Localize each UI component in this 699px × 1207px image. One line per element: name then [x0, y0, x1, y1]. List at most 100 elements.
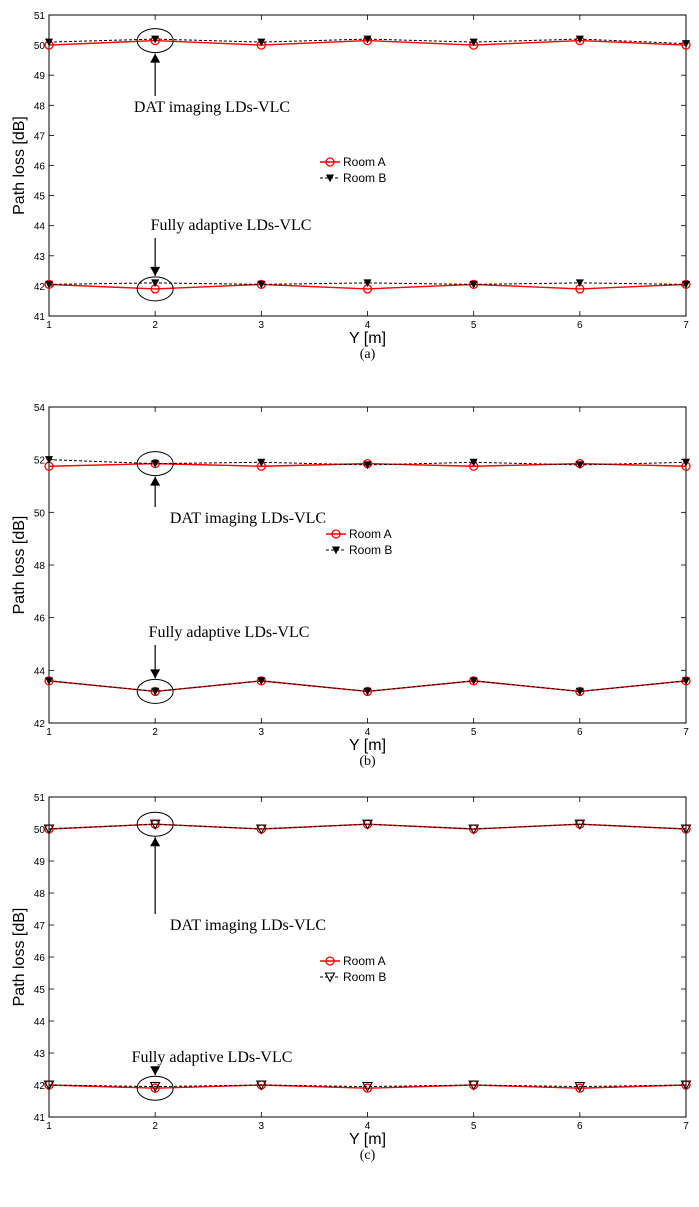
x-tick-label: 6	[577, 320, 583, 331]
data-point	[44, 38, 54, 47]
y-tick-label: 54	[34, 403, 46, 414]
x-tick-label: 1	[46, 320, 52, 331]
data-point	[151, 279, 160, 288]
data-point	[44, 280, 54, 289]
arrow-head	[150, 476, 161, 486]
x-tick-label: 3	[259, 1121, 265, 1132]
data-point	[469, 280, 478, 289]
annotation-label: DAT imaging LDs-VLC	[170, 917, 326, 934]
x-tick-label: 3	[259, 320, 265, 331]
data-point	[151, 687, 160, 696]
data-point	[363, 461, 372, 470]
highlight-ellipse	[136, 28, 174, 54]
x-tick-label: 1	[46, 1121, 52, 1132]
legend-marker	[324, 972, 336, 983]
x-tick-label: 6	[577, 1121, 583, 1132]
data-point	[362, 1082, 373, 1093]
x-tick-label: 6	[577, 727, 583, 738]
data-point	[681, 677, 691, 686]
y-tick-label: 49	[34, 857, 46, 868]
y-tick-label: 44	[34, 222, 46, 233]
data-point	[362, 819, 373, 830]
arrow-head	[150, 837, 161, 847]
highlight-ellipse	[136, 451, 174, 477]
x-tick-label: 4	[365, 1121, 371, 1132]
y-axis-label: Path loss [dB]	[11, 116, 28, 215]
legend-marker	[325, 956, 335, 966]
data-point	[44, 677, 54, 686]
data-point	[681, 280, 691, 289]
x-tick-label: 1	[46, 727, 52, 738]
y-tick-label: 50	[34, 41, 46, 52]
data-point	[257, 677, 266, 686]
data-point	[468, 824, 480, 835]
legend-box	[321, 522, 407, 562]
y-tick-label: 45	[34, 985, 46, 996]
y-axis-label: Path loss [dB]	[11, 908, 28, 1007]
highlight-ellipse	[136, 678, 174, 704]
series-line-2	[48, 283, 687, 290]
y-tick-label: 42	[34, 1081, 46, 1092]
data-point	[680, 824, 692, 835]
data-point	[575, 461, 584, 470]
y-tick-label: 46	[34, 614, 46, 625]
x-axis-label: Y [m]	[349, 1131, 386, 1148]
data-point	[680, 1080, 692, 1091]
y-tick-label: 42	[34, 282, 46, 293]
data-point	[255, 824, 267, 835]
data-point	[149, 819, 161, 830]
highlight-ellipse	[136, 276, 174, 302]
data-point	[575, 279, 584, 288]
data-point	[681, 458, 691, 467]
data-point	[44, 456, 54, 464]
x-axis-label: Y [m]	[349, 330, 386, 347]
annotation-label: Fully adaptive LDs-VLC	[151, 217, 312, 234]
x-tick-label: 5	[471, 727, 477, 738]
legend-marker	[325, 157, 335, 167]
data-point	[363, 279, 372, 288]
data-point	[151, 35, 160, 44]
data-point	[469, 677, 478, 686]
x-tick-label: 5	[471, 320, 477, 331]
legend-marker	[331, 546, 341, 555]
x-tick-label: 2	[152, 1121, 158, 1132]
x-tick-label: 4	[365, 727, 371, 738]
y-tick-label: 49	[34, 71, 46, 82]
data-point	[255, 1080, 267, 1091]
y-tick-label: 50	[34, 825, 46, 836]
y-tick-label: 44	[34, 1017, 46, 1028]
highlight-ellipse	[136, 811, 174, 837]
legend: Room A Room B	[321, 522, 407, 562]
y-tick-label: 51	[34, 793, 46, 804]
y-tick-label: 52	[34, 456, 46, 467]
data-point	[574, 1082, 586, 1093]
series-line-1	[48, 823, 687, 830]
x-tick-label: 7	[683, 1121, 689, 1132]
legend: Room A Room B	[315, 949, 401, 989]
figure-caption: (a)	[360, 347, 376, 362]
x-tick-label: 4	[365, 320, 371, 331]
legend-entry: Room B	[343, 970, 386, 984]
y-tick-label: 48	[34, 889, 46, 900]
legend-marker	[331, 529, 341, 539]
y-tick-label: 48	[34, 561, 46, 572]
legend-box	[315, 150, 401, 190]
x-tick-label: 7	[683, 320, 689, 331]
annotation-label: Fully adaptive LDs-VLC	[132, 1049, 293, 1066]
series-line-3	[48, 1084, 687, 1088]
figure-caption: (b)	[359, 754, 376, 769]
legend-marker	[325, 174, 335, 183]
figure-caption: (c)	[360, 1148, 376, 1163]
legend-entry: Room A	[343, 954, 386, 968]
data-point	[469, 38, 478, 47]
data-point	[468, 1080, 480, 1091]
arrow-head	[150, 669, 161, 679]
data-point	[257, 458, 266, 467]
x-tick-label: 5	[471, 1121, 477, 1132]
y-tick-label: 41	[34, 1113, 46, 1124]
x-axis-label: Y [m]	[349, 737, 386, 754]
y-tick-label: 41	[34, 312, 46, 323]
chart-b: 1 2 3 4 5 6 7 42 44 46 48 50 52 54 Y [m] Path loss [dB]…	[11, 403, 691, 769]
series-line-2	[48, 1084, 687, 1089]
y-tick-label: 48	[34, 101, 46, 112]
